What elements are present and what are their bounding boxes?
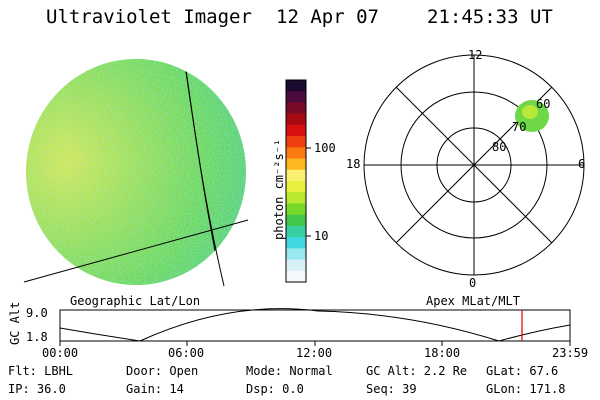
colorbar [286,80,306,283]
altitude-ytick-bottom: 1.8 [26,330,48,344]
altitude-ytick-top: 9.0 [26,306,48,320]
colorbar-segment [286,192,306,204]
colorbar-segment [286,203,306,216]
colorbar-segment [286,113,306,126]
seq-info: Seq: 39 [366,382,417,396]
xtick-0000: 00:00 [42,346,79,360]
door-info: Door: Open [126,364,199,378]
polar-caption: Apex MLat/MLT [426,294,520,308]
colorbar-segment [286,124,306,137]
xtick-2359: 23:59 [552,346,589,360]
colorbar-tick-100: 100 [314,141,336,155]
colorbar-segment [286,158,306,171]
glon-info: GLon: 171.8 [486,382,566,396]
date-label: 12 Apr 07 [276,6,379,28]
colorbar-segment [286,248,306,261]
polar-plot [363,54,585,276]
colorbar-segment [286,102,306,115]
xtick-0600: 06:00 [168,346,205,360]
colorbar-segment [286,80,306,92]
colorbar-segment [286,169,306,182]
lat-label-70: 70 [512,120,527,134]
geo-caption: Geographic Lat/Lon [70,294,201,308]
mlt-label-18: 18 [346,157,361,171]
filter-info: Flt: LBHL [8,364,74,378]
colorbar-segment [286,147,306,160]
instrument-title: Ultraviolet Imager [46,6,252,28]
colorbar-segment [286,181,306,193]
altitude-ylabel: GC Alt [8,301,22,345]
colorbar-segment [286,259,306,272]
colorbar-segment [286,91,306,103]
altitude-plot [59,308,571,346]
xtick-1800: 18:00 [424,346,461,360]
lat-label-80: 80 [492,140,507,154]
mlt-label-12: 12 [468,48,483,62]
time-label: 21:45:33 UT [427,6,553,28]
gc-alt-info: GC Alt: 2.2 Re [366,364,468,378]
dsp-info: Dsp: 0.0 [246,382,304,396]
ip-info: IP: 36.0 [8,382,66,396]
colorbar-segment [286,214,306,227]
gain-info: Gain: 14 [126,382,184,396]
geographic-image [23,59,249,287]
colorbar-segment [286,136,306,148]
latitude-line [23,219,249,283]
glat-info: GLat: 67.6 [486,364,559,378]
colorbar-tick-10: 10 [314,229,329,243]
colorbar-segment [286,237,306,249]
colorbar-unit-label: photon cm⁻²s⁻¹ [272,138,286,240]
mlt-label-6: 6 [578,157,586,171]
colorbar-segment [286,225,306,238]
xtick-1200: 12:00 [296,346,333,360]
colorbar-segment [286,270,306,283]
mode-info: Mode: Normal [246,364,333,378]
mlt-label-0: 0 [469,276,477,290]
lat-label-60: 60 [536,97,551,111]
